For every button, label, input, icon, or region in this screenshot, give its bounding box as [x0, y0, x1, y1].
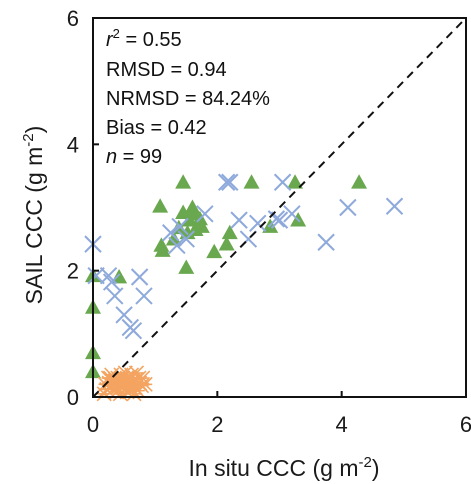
y-tick-label-0: 0: [67, 385, 79, 410]
x-tick-label-0: 0: [87, 412, 99, 437]
x-tick-label-2: 4: [336, 412, 348, 437]
triangle-point-0-23: [221, 224, 238, 240]
y-tick-label-1: 2: [67, 259, 79, 284]
x-point-1-8: [130, 268, 149, 286]
triangle-point-0-7: [154, 242, 171, 257]
asterisk-point-2-42: [96, 386, 112, 402]
x-point-1-7: [124, 321, 143, 340]
triangle-point-0-21: [206, 243, 223, 259]
x-tick-label-1: 2: [211, 412, 223, 437]
x-point-1-25: [162, 224, 180, 242]
x-point-1-26: [267, 210, 286, 228]
x-axis-title-sup: -2: [358, 454, 371, 471]
plot-frame: [92, 17, 467, 398]
stat-n: n = 99: [106, 146, 162, 168]
x-point-1-19: [270, 211, 289, 229]
triangle-point-0-26: [287, 174, 304, 189]
x-point-1-18: [249, 214, 267, 232]
x-axis-title-text: In situ CCC (g m: [189, 455, 359, 481]
stat-r2-value: = 0.55: [120, 29, 182, 51]
x-point-1-13: [196, 205, 214, 223]
x-point-1-24: [385, 197, 404, 215]
y-tick-label-3: 6: [67, 6, 79, 31]
triangle-point-0-12: [178, 259, 195, 274]
triangle-point-0-8: [165, 231, 182, 246]
stat-n-value: = 99: [117, 146, 162, 168]
stat-r2-var: r: [106, 29, 114, 51]
x-axis-title: In situ CCC (g m-2): [189, 454, 380, 481]
triangle-point-0-5: [152, 198, 169, 213]
x-point-1-9: [135, 287, 153, 305]
x-point-1-10: [168, 236, 186, 255]
stat-r2: r2 = 0.55: [106, 26, 182, 51]
triangle-point-0-15: [184, 199, 201, 214]
stats-box: r2 = 0.55 RMSD = 0.94 NRMSD = 84.24% Bia…: [106, 26, 270, 168]
triangle-point-0-24: [243, 174, 260, 189]
data-marks: [84, 173, 404, 402]
triangle-point-0-28: [351, 174, 368, 189]
x-point-1-3: [102, 273, 121, 291]
x-point-1-2: [99, 267, 118, 285]
y-axis-title-sup: -2: [20, 133, 37, 146]
stat-bias: Bias = 0.42: [106, 117, 207, 139]
x-point-1-21: [283, 205, 301, 223]
triangle-point-0-20: [193, 218, 210, 233]
one-to-one-line: [92, 17, 467, 398]
axis-ticks: 0 2 4 6 0 2 4 6: [67, 6, 471, 437]
x-axis-title-close: ): [372, 455, 380, 481]
x-point-1-5: [115, 306, 133, 324]
y-axis-title: SAIL CCC (g m-2): [20, 126, 47, 305]
triangle-point-0-10: [175, 174, 192, 189]
triangle-point-0-11: [175, 204, 192, 219]
stat-r2-sup: 2: [113, 26, 120, 41]
x-point-1-15: [221, 173, 239, 191]
stat-n-var: n: [106, 146, 117, 168]
asterisk-point-2-40: [114, 375, 130, 391]
x-point-1-4: [106, 287, 124, 305]
y-tick-label-2: 4: [67, 132, 79, 157]
x-point-1-1: [87, 267, 105, 285]
x-point-1-22: [317, 233, 335, 251]
triangle-point-0-22: [218, 236, 235, 251]
x-point-1-20: [273, 173, 292, 191]
x-tick-label-3: 6: [460, 412, 471, 437]
stat-nrmsd: NRMSD = 84.24%: [106, 88, 270, 110]
y-axis-title-close: ): [21, 126, 47, 134]
y-axis-title-text: SAIL CCC (g m: [21, 147, 47, 305]
x-point-1-16: [230, 211, 248, 229]
x-point-1-14: [217, 173, 236, 191]
x-point-1-11: [171, 217, 189, 236]
stat-rmsd: RMSD = 0.94: [106, 59, 227, 81]
x-point-1-12: [177, 230, 195, 248]
x-point-1-23: [339, 198, 357, 217]
asterisk-point-2-41: [137, 376, 153, 392]
